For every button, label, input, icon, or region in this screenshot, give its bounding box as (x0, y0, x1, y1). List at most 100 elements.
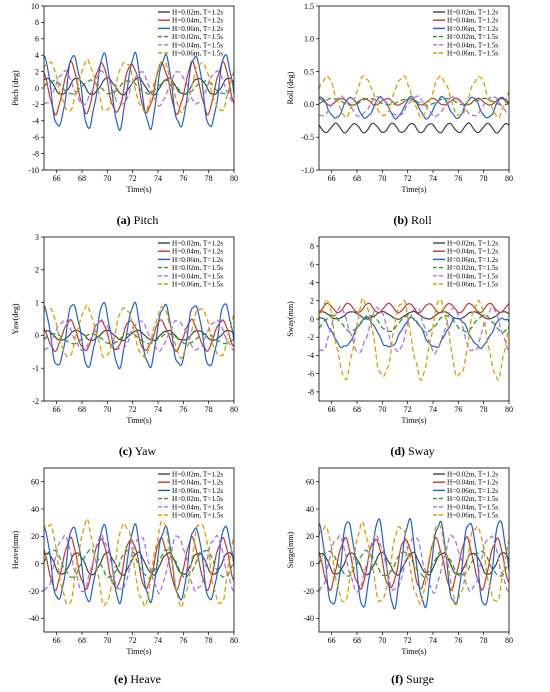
legend-label: H=0.06m, T=1.2s (172, 25, 223, 33)
x-tick-label: 74 (429, 174, 437, 183)
x-tick-label: 74 (429, 636, 437, 645)
y-tick-label: -20 (28, 587, 39, 596)
panel-pitch: 66 68 70 72 74 76 78 80 -10 -8 -6 -4 -2 0 2 4 6 8 10 Time(s… (0, 0, 275, 231)
x-tick-label: 76 (454, 636, 462, 645)
series-line-2 (44, 60, 234, 116)
x-tick-label: 68 (78, 636, 86, 645)
plot-frame (318, 5, 510, 171)
x-tick-label: 66 (328, 174, 336, 183)
legend-label: H=0.04m, T=1.2s (447, 17, 498, 25)
x-tick-label: 72 (129, 636, 137, 645)
legend-label: H=0.02m, T=1.5s (172, 33, 223, 41)
y-tick-label: 6 (35, 35, 39, 44)
y-tick-label: 2 (35, 67, 39, 76)
series-line-6 (44, 518, 234, 609)
x-tick-label: 68 (78, 405, 86, 414)
chart-svg-roll: 66 68 70 72 74 76 78 80 -1.0 -0.5 0.0 0.5 1.0 1.5 Time… (286, 2, 513, 194)
legend-label: H=0.06m, T=1.5s (172, 50, 223, 58)
y-tick-label: 6 (310, 260, 314, 269)
series-line-2 (319, 97, 509, 106)
legend-label: H=0.06m, T=1.2s (447, 25, 498, 33)
series-line-6 (319, 521, 509, 605)
y-tick-label: -0.5 (301, 133, 314, 142)
legend-label: H=0.02m, T=1.2s (172, 471, 223, 479)
y-axis-title: Pitch (deg) (11, 70, 20, 106)
legend-label: H=0.04m, T=1.5s (447, 503, 498, 511)
x-tick-label: 72 (129, 174, 137, 183)
chart-svg-heave: 66 68 70 72 74 76 78 80 -40 -20 0 20 40 60 Time(s) Heav… (11, 467, 238, 656)
y-tick-label: 1.5 (304, 2, 314, 11)
x-tick-label: 70 (378, 636, 386, 645)
legend-label: H=0.06m, T=1.5s (447, 512, 498, 520)
caption-yaw: (c) Yaw (0, 444, 275, 459)
legend-label: H=0.04m, T=1.5s (172, 272, 223, 280)
series-group (44, 301, 234, 370)
legend-label: H=0.06m, T=1.2s (447, 487, 498, 495)
x-tick-label: 78 (480, 636, 488, 645)
plot-frame (43, 467, 235, 633)
caption-text: Pitch (133, 213, 159, 227)
caption-text: Sway (408, 444, 435, 458)
x-axis-title: Time(s) (126, 416, 151, 425)
y-tick-label: 1 (35, 298, 39, 307)
caption-letter: (b) (393, 213, 408, 227)
caption-letter: (d) (390, 444, 405, 458)
legend-label: H=0.04m, T=1.5s (447, 272, 498, 280)
y-axis-title: Heave(mm) (11, 531, 20, 570)
panel-surge: 66 68 70 72 74 76 78 80 -40 -20 0 20 40 60 Time(s) Surg… (275, 462, 550, 692)
panel-sway: 66 68 70 72 74 76 78 80 -8 -6 -4 -2 0 2 4 6 8 Time(s) Sway… (275, 231, 550, 462)
legend-label: H=0.06m, T=1.5s (447, 50, 498, 58)
x-tick-label: 70 (378, 405, 386, 414)
y-tick-label: 0.0 (304, 100, 314, 109)
series-line-2 (319, 302, 509, 314)
y-tick-label: -2 (307, 333, 314, 342)
y-tick-label: -40 (28, 614, 39, 623)
caption-roll: (b) Roll (275, 213, 550, 228)
y-tick-label: 60 (306, 477, 314, 486)
y-tick-label: -1 (32, 364, 39, 373)
y-tick-label: -6 (32, 133, 39, 142)
legend-label: H=0.02m, T=1.2s (172, 9, 223, 17)
y-tick-label: 8 (310, 242, 314, 251)
y-tick-label: -8 (32, 149, 39, 158)
legend-label: H=0.02m, T=1.2s (447, 471, 498, 479)
legend-label: H=0.02m, T=1.2s (447, 9, 498, 17)
series-line-5 (319, 95, 509, 118)
x-tick-label: 76 (179, 405, 187, 414)
x-tick-label: 68 (353, 636, 361, 645)
x-tick-label: 76 (179, 174, 187, 183)
series-line-3 (319, 316, 509, 350)
legend-label: H=0.02m, T=1.5s (172, 264, 223, 272)
legend-label: H=0.02m, T=1.5s (447, 33, 498, 41)
series-line-3 (44, 523, 234, 605)
x-tick-label: 74 (429, 405, 437, 414)
x-tick-label: 78 (480, 174, 488, 183)
series-line-3 (319, 95, 509, 120)
x-tick-label: 80 (230, 405, 238, 414)
series-line-2 (44, 536, 234, 592)
y-tick-label: -4 (307, 351, 314, 360)
y-tick-label: -40 (303, 614, 314, 623)
x-tick-label: 66 (53, 405, 61, 414)
series-line-3 (44, 51, 234, 131)
x-axis-title: Time(s) (126, 647, 151, 656)
caption-letter: (e) (114, 672, 128, 686)
y-tick-label: 20 (31, 532, 39, 541)
x-tick-label: 70 (103, 405, 111, 414)
caption-letter: (f) (391, 672, 404, 686)
series-line-3 (319, 517, 509, 610)
series-line-5 (319, 305, 509, 355)
x-tick-label: 68 (353, 174, 361, 183)
legend-label: H=0.04m, T=1.5s (172, 41, 223, 49)
x-tick-label: 66 (328, 636, 336, 645)
y-tick-label: 0 (35, 84, 39, 93)
chart-svg-pitch: 66 68 70 72 74 76 78 80-10-8-6-4-20246810Time(s… (11, 2, 238, 194)
panel-heave: 66 68 70 72 74 76 78 80 -40 -20 0 20 40 60 Time(s) Heav… (0, 462, 275, 692)
x-tick-label: 78 (205, 405, 213, 414)
series-line-5 (319, 533, 509, 595)
chart-svg-sway: 66 68 70 72 74 76 78 80-8-6-4-202468Time(s)Sway… (286, 236, 513, 425)
x-tick-label: 78 (205, 636, 213, 645)
x-axis-title: Time(s) (401, 185, 426, 194)
caption-pitch: (a) Pitch (0, 213, 275, 228)
caption-text: Surge (406, 672, 434, 686)
